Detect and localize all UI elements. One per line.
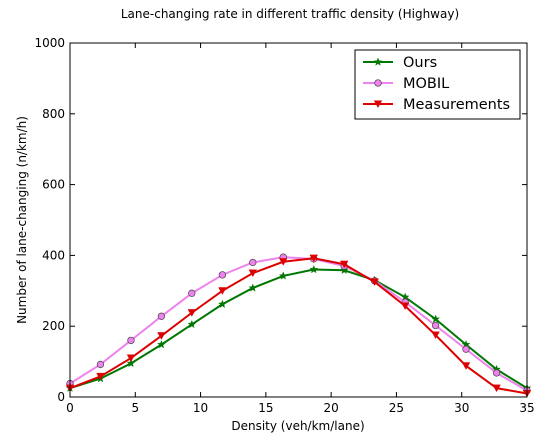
- y-tick-label: 800: [42, 107, 65, 121]
- data-point-mobil: [96, 360, 105, 369]
- legend-label-ours: Ours: [403, 55, 437, 71]
- data-point-measurements: [96, 372, 105, 381]
- series-line-measurements: [69, 257, 528, 395]
- series-line-mobil: [69, 256, 528, 392]
- x-axis-label: Density (veh/km/lane): [231, 419, 364, 433]
- y-tick-label: 400: [42, 248, 65, 262]
- data-point-measurements: [157, 332, 166, 340]
- data-point-ours: [339, 265, 349, 274]
- x-tick-label: 10: [193, 401, 208, 415]
- legend-marker-ours: [373, 57, 383, 66]
- data-point-measurements: [400, 302, 410, 311]
- x-tick-label: 30: [454, 401, 469, 415]
- data-point-measurements: [126, 354, 136, 363]
- legend-label-mobil: MOBIL: [403, 76, 449, 92]
- data-point-measurements: [339, 260, 349, 269]
- data-point-mobil: [431, 321, 440, 330]
- data-point-mobil: [157, 312, 166, 320]
- legend-marker-measurements: [373, 100, 383, 109]
- plot-area: [65, 253, 532, 398]
- data-point-mobil: [188, 289, 196, 297]
- x-axis: 0 5 10 15 20 25 30 35: [66, 43, 535, 415]
- x-tick-label: 20: [324, 401, 339, 415]
- series-mobil: [66, 253, 531, 395]
- data-point-mobil: [127, 336, 135, 345]
- data-point-mobil: [492, 369, 501, 377]
- chart-title: Lane-changing rate in different traffic …: [121, 7, 459, 21]
- data-point-ours: [248, 283, 258, 292]
- legend-item-measurements: Measurements: [363, 97, 510, 113]
- data-point-ours: [126, 358, 136, 368]
- series-measurements: [65, 254, 532, 398]
- data-point-measurements: [187, 309, 197, 317]
- series-ours: [65, 264, 532, 392]
- x-tick-label: 15: [258, 401, 273, 415]
- y-axis: 0 200 400 600 800 1000: [34, 36, 527, 404]
- data-point-ours: [309, 264, 319, 274]
- data-point-measurements: [461, 362, 471, 370]
- x-tick-label: 0: [66, 401, 74, 415]
- y-tick-label: 1000: [34, 36, 65, 50]
- y-tick-label: 200: [42, 319, 65, 333]
- legend-label-measurements: Measurements: [403, 97, 510, 113]
- data-point-measurements: [309, 254, 319, 263]
- data-point-measurements: [278, 258, 288, 266]
- data-point-ours: [157, 340, 166, 349]
- x-tick-label: 35: [519, 401, 534, 415]
- plot-frame: [69, 42, 528, 398]
- x-tick-label: 25: [389, 401, 404, 415]
- data-point-measurements: [431, 331, 440, 340]
- y-tick-label: 600: [42, 178, 65, 192]
- data-point-measurements: [218, 287, 227, 295]
- data-point-ours: [278, 271, 288, 280]
- legend-item-ours: Ours: [363, 55, 437, 71]
- x-tick-label: 5: [131, 401, 139, 415]
- data-point-measurements: [248, 269, 258, 278]
- data-point-mobil: [462, 345, 470, 353]
- data-point-mobil: [249, 258, 257, 267]
- data-point-ours: [187, 319, 197, 329]
- data-point-mobil: [218, 271, 227, 279]
- data-point-measurements: [370, 278, 379, 286]
- legend-marker-mobil: [374, 79, 382, 87]
- legend: Ours MOBIL Measurements: [354, 49, 521, 120]
- series-line-ours: [69, 268, 528, 390]
- legend-item-mobil: MOBIL: [363, 76, 449, 92]
- y-tick-label: 0: [57, 390, 65, 404]
- data-point-ours: [431, 314, 440, 323]
- data-point-ours: [218, 299, 227, 308]
- data-point-measurements: [492, 384, 501, 393]
- y-axis-label: Number of lane-changing (n/km/h): [15, 116, 29, 324]
